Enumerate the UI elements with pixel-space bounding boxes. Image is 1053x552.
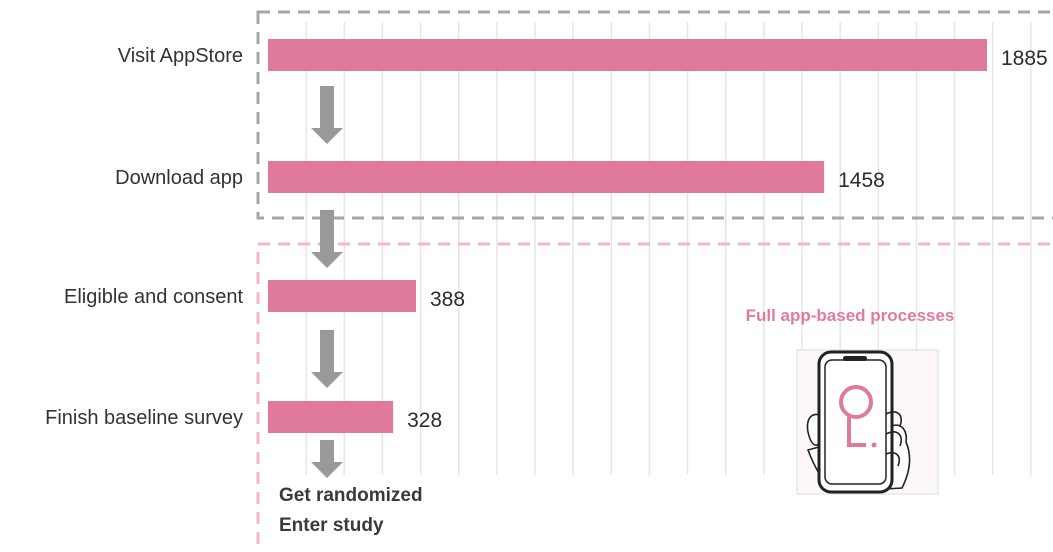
- value-label: 1885: [1001, 47, 1048, 70]
- bars: Visit AppStore 1885 Download app 1458 Eligib…: [45, 39, 1048, 433]
- category-label: Eligible and consent: [64, 286, 243, 308]
- category-label: Finish baseline survey: [45, 407, 243, 429]
- app-based-stage-box: [256, 242, 1053, 552]
- bar: [268, 280, 416, 312]
- category-label: Visit AppStore: [118, 45, 243, 67]
- category-label: Download app: [115, 167, 243, 189]
- final-step-enter-study: Enter study: [279, 515, 384, 536]
- bar: [268, 39, 987, 71]
- down-arrow-icon: [311, 210, 343, 268]
- arrows: [311, 86, 343, 478]
- app-store-stage-box: [256, 10, 1053, 220]
- down-arrow-icon: [311, 86, 343, 144]
- phone-in-hand-icon: [796, 349, 939, 495]
- region-label: Full app-based processes: [746, 306, 955, 325]
- value-label: 328: [407, 409, 442, 432]
- value-label: 1458: [838, 169, 885, 192]
- bar: [268, 401, 394, 433]
- value-label: 388: [430, 288, 465, 311]
- down-arrow-icon: [311, 330, 343, 388]
- bar: [268, 161, 825, 193]
- final-step-randomized: Get randomized: [279, 485, 423, 506]
- down-arrow-icon: [311, 440, 343, 478]
